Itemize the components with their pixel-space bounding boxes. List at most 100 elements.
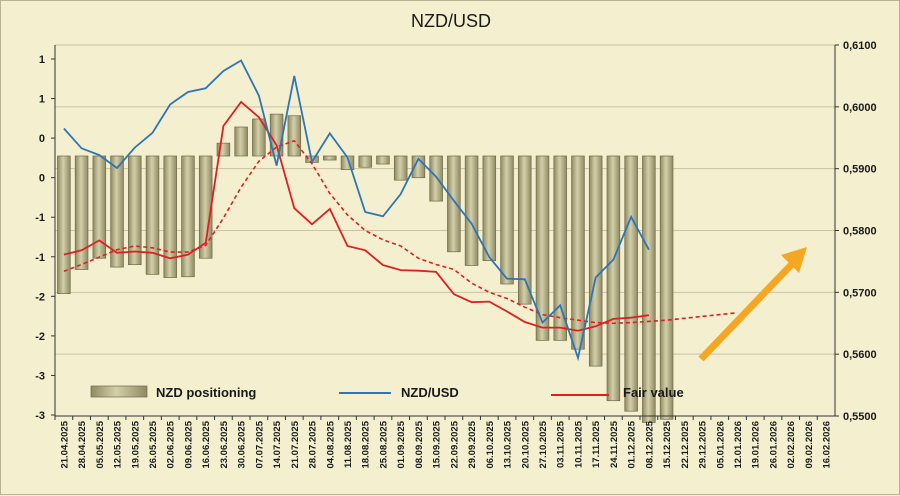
x-tick-label: 28.04.2025	[77, 420, 88, 468]
x-tick-label: 01.09.2025	[396, 420, 407, 468]
x-tick-label: 17.11.2025	[591, 420, 602, 468]
left-tick-label: -3	[35, 370, 45, 382]
x-tick-label: 22.09.2025	[449, 420, 460, 468]
x-tick-label: 02.06.2025	[166, 420, 177, 468]
x-tick-label: 08.12.2025	[644, 420, 655, 468]
positioning-bar	[588, 155, 603, 367]
x-tick-label: 06.10.2025	[485, 420, 496, 468]
fair-value-line	[63, 100, 650, 332]
x-tick-label: 30.06.2025	[237, 420, 248, 468]
x-tick-label: 07.07.2025	[254, 420, 265, 468]
legend-label-positioning: NZD positioning	[156, 385, 256, 400]
positioning-bar	[57, 155, 71, 295]
positioning-bar	[518, 155, 532, 305]
x-tick-label: 08.09.2025	[414, 420, 425, 468]
positioning-bar	[234, 126, 248, 157]
x-tick-label: 26.05.2025	[148, 420, 159, 468]
right-tick-label: 0,5500	[843, 411, 877, 423]
positioning-bar	[464, 155, 479, 266]
left-tick-label: -3	[35, 410, 45, 422]
positioning-bar	[659, 155, 674, 420]
x-tick-label: 11.08.2025	[343, 420, 354, 468]
fair-value-trend-line	[63, 139, 738, 325]
x-tick-label: 20.10.2025	[520, 420, 531, 468]
x-tick-label: 05.05.2025	[95, 420, 106, 468]
positioning-bar	[606, 155, 621, 402]
positioning-bar	[500, 155, 514, 285]
positioning-bar	[252, 118, 266, 157]
left-tick-label: -2	[35, 291, 45, 303]
right-tick-label: 0,6000	[843, 102, 877, 114]
x-tick-label: 04.08.2025	[325, 420, 336, 468]
x-tick-label: 05.01.2026	[715, 421, 726, 469]
trend-arrow-shaft	[698, 260, 796, 362]
positioning-bar	[145, 155, 160, 275]
x-tick-label: 27.10.2025	[538, 420, 549, 468]
positioning-bar	[535, 155, 550, 341]
x-tick-label: 24.11.2025	[609, 420, 620, 468]
x-tick-label: 15.12.2025	[662, 420, 673, 468]
x-tick-label: 26.01.2026	[768, 421, 779, 469]
positioning-bar	[163, 155, 177, 278]
positioning-bar	[358, 155, 372, 168]
right-tick-label: 0,5800	[843, 226, 877, 238]
x-tick-label: 09.02.2026	[804, 421, 815, 469]
x-tick-label: 18.08.2025	[361, 420, 372, 468]
x-tick-label: 02.02.2026	[786, 421, 797, 469]
left-tick-label: -1	[35, 212, 45, 224]
positioning-bar	[624, 155, 638, 412]
positioning-bar	[642, 155, 656, 423]
positioning-bar	[429, 155, 443, 202]
x-tick-label: 21.07.2025	[290, 420, 301, 468]
chart-title: NZD/USD	[411, 11, 491, 31]
x-tick-label: 15.09.2025	[432, 420, 443, 468]
positioning-bar	[323, 155, 337, 161]
right-tick-label: 0,5700	[843, 287, 877, 299]
positioning-bar	[110, 155, 124, 268]
positioning-bar	[376, 155, 390, 165]
x-tick-label: 29.09.2025	[467, 420, 478, 468]
x-tick-label: 22.12.2025	[680, 420, 691, 468]
axes: 0,6100 0,6000 0,5900 0,5800 0,5700 0,5600 0,55…	[35, 40, 876, 469]
right-tick-label: 0,6100	[843, 40, 877, 52]
x-tick-label: 29.12.2025	[698, 420, 709, 468]
x-tick-label: 14.07.2025	[272, 420, 283, 468]
nzdusd-line	[63, 59, 650, 362]
x-tick-label: 21.04.2025	[59, 420, 70, 468]
left-tick-label: 0	[39, 133, 45, 145]
x-tick-label: 01.12.2025	[627, 420, 638, 468]
positioning-bar	[482, 155, 497, 262]
legend-swatch-positioning	[90, 385, 148, 398]
x-tick-label: 09.06.2025	[183, 420, 194, 468]
x-tick-label: 25.08.2025	[378, 420, 389, 468]
positioning-bar	[393, 155, 408, 181]
trend-arrow-head	[781, 247, 807, 273]
x-tick-label: 23.06.2025	[219, 420, 230, 468]
left-tick-label: 1	[39, 94, 45, 106]
x-tick-label: 03.11.2025	[556, 420, 567, 468]
positioning-bar	[447, 155, 461, 253]
legend-label-nzdusd: NZD/USD	[401, 385, 459, 400]
right-tick-label: 0,5600	[843, 349, 877, 361]
x-tick-label: 12.01.2026	[733, 421, 744, 469]
x-tick-label: 13.10.2025	[503, 420, 514, 468]
positioning-bar	[181, 155, 195, 278]
line-series	[63, 59, 807, 362]
positioning-bar	[571, 155, 585, 350]
x-tick-label: 19.05.2025	[130, 420, 141, 468]
positioning-bar	[553, 155, 567, 341]
x-tick-label: 16.06.2025	[201, 420, 212, 468]
x-tick-label: 12.05.2025	[113, 420, 124, 468]
left-tick-label: 1	[39, 54, 45, 66]
bar-series	[57, 113, 674, 423]
x-tick-label: 16.02.2026	[822, 421, 833, 469]
x-tick-label: 28.07.2025	[308, 420, 319, 468]
positioning-bar	[74, 155, 89, 270]
positioning-bar	[128, 155, 142, 266]
x-tick-label: 10.11.2025	[573, 420, 584, 468]
positioning-bar	[198, 155, 213, 259]
positioning-bar	[287, 115, 302, 157]
x-tick-label: 19.01.2026	[751, 421, 762, 469]
